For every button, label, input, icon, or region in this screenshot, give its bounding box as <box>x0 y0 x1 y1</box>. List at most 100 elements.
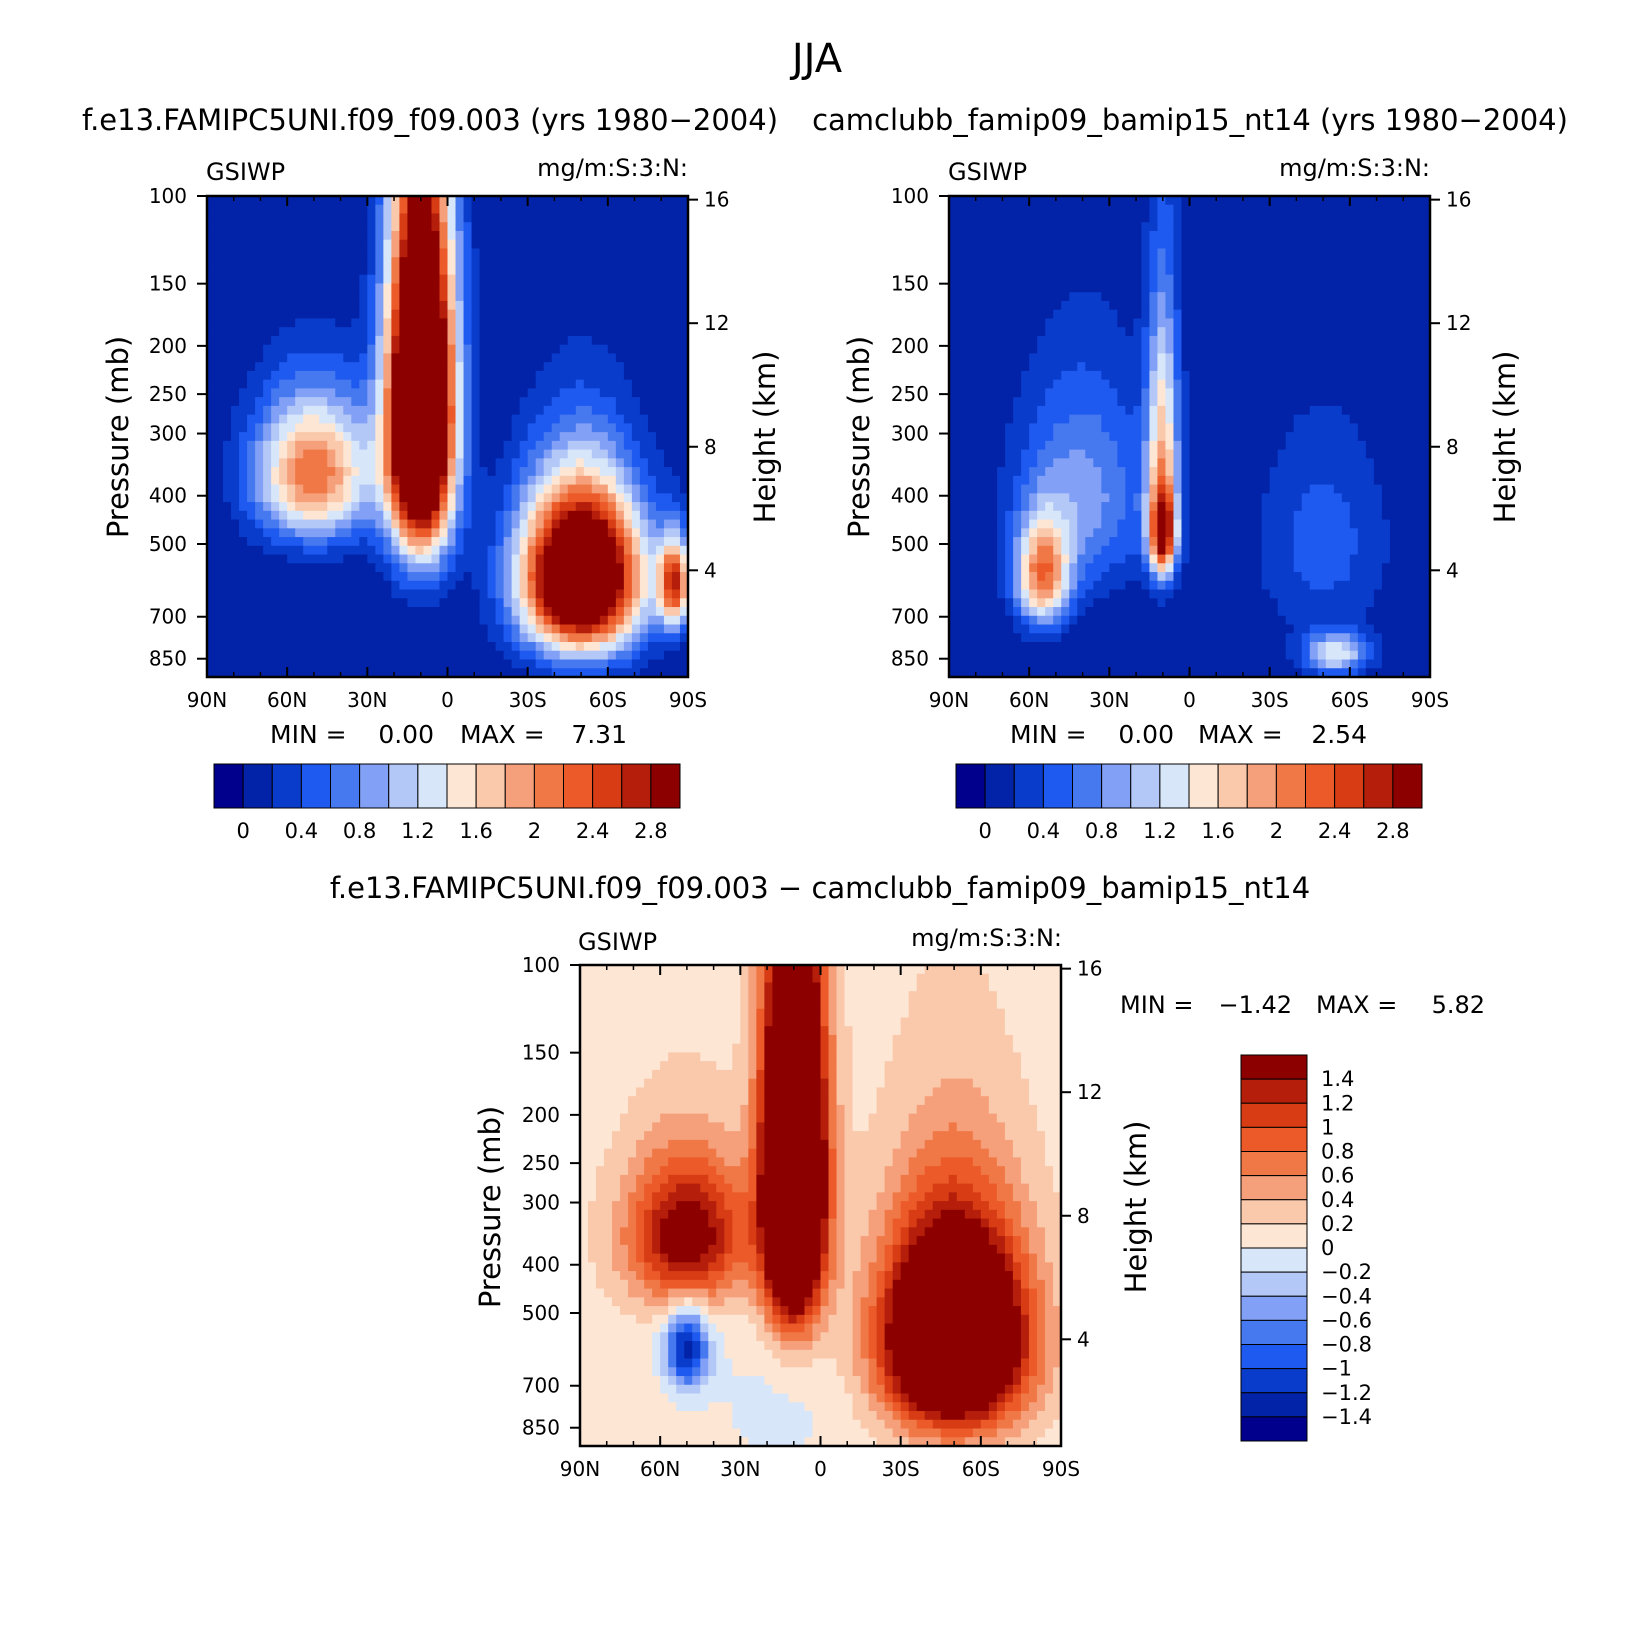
field-cell <box>287 222 296 231</box>
field-cell <box>295 520 304 529</box>
field-cell <box>303 292 312 301</box>
field-cell <box>1085 248 1094 257</box>
field-cell <box>1157 397 1166 406</box>
field-cell <box>287 633 296 642</box>
field-cell <box>512 266 521 275</box>
field-cell <box>415 371 424 380</box>
field-cell <box>1101 362 1110 371</box>
field-cell <box>528 423 537 432</box>
field-cell <box>1037 388 1046 397</box>
field-cell <box>335 310 344 319</box>
field-cell <box>215 248 224 257</box>
field-cell <box>520 563 529 572</box>
field-cell <box>672 485 681 494</box>
field-cell <box>528 371 537 380</box>
field-cell <box>544 301 553 310</box>
field-cell <box>1214 353 1223 362</box>
field-cell <box>640 441 649 450</box>
field-cell <box>303 651 312 660</box>
field-cell <box>247 423 256 432</box>
field-cell <box>1173 415 1182 424</box>
field-cell <box>1173 310 1182 319</box>
field-cell <box>1294 415 1303 424</box>
field-cell <box>496 590 505 599</box>
field-cell <box>335 432 344 441</box>
field-cell <box>560 520 569 529</box>
field-cell <box>1246 301 1255 310</box>
field-cell <box>439 555 448 564</box>
field-cell <box>407 493 416 502</box>
field-cell <box>1358 257 1367 266</box>
field-cell <box>592 275 601 284</box>
field-cell <box>399 651 408 660</box>
field-cell <box>295 563 304 572</box>
field-cell <box>1101 345 1110 354</box>
field-cell <box>584 537 593 546</box>
field-cell <box>367 432 376 441</box>
field-cell <box>1101 371 1110 380</box>
field-cell <box>319 283 328 292</box>
field-cell <box>512 607 521 616</box>
field-cell <box>1053 336 1062 345</box>
field-cell <box>584 292 593 301</box>
field-cell <box>1398 380 1407 389</box>
field-cell <box>1181 283 1190 292</box>
field-cell <box>1013 318 1022 327</box>
field-cell <box>335 493 344 502</box>
field-cell <box>263 301 272 310</box>
field-cell <box>456 572 465 581</box>
field-cell <box>1350 415 1359 424</box>
field-cell <box>1318 310 1327 319</box>
field-cell <box>536 537 545 546</box>
field-cell <box>1117 283 1126 292</box>
field-cell <box>1342 353 1351 362</box>
field-cell <box>303 625 312 634</box>
field-cell <box>1125 397 1134 406</box>
field-cell <box>1206 292 1215 301</box>
field-cell <box>536 345 545 354</box>
field-cell <box>1206 406 1215 415</box>
field-cell <box>512 537 521 546</box>
field-cell <box>359 572 368 581</box>
field-cell <box>415 432 424 441</box>
field-cell <box>520 502 529 511</box>
field-cell <box>1198 310 1207 319</box>
field-cell <box>1045 283 1054 292</box>
field-cell <box>608 213 617 222</box>
field-cell <box>544 380 553 389</box>
field-cell <box>391 467 400 476</box>
field-cell <box>383 642 392 651</box>
field-cell <box>672 380 681 389</box>
field-cell <box>423 598 432 607</box>
field-cell <box>383 318 392 327</box>
field-cell <box>1286 388 1295 397</box>
field-cell <box>656 458 665 467</box>
field-cell <box>664 537 673 546</box>
field-cell <box>1093 362 1102 371</box>
field-cell <box>672 301 681 310</box>
field-cell <box>664 563 673 572</box>
field-cell <box>1125 240 1134 249</box>
field-cell <box>335 467 344 476</box>
field-cell <box>1013 327 1022 336</box>
field-cell <box>616 502 625 511</box>
field-cell <box>1342 406 1351 415</box>
field-cell <box>957 248 966 257</box>
field-cell <box>624 231 633 240</box>
field-cell <box>973 205 982 214</box>
field-cell <box>1085 380 1094 389</box>
field-cell <box>560 318 569 327</box>
field-cell <box>640 581 649 590</box>
field-cell <box>1101 327 1110 336</box>
field-cell <box>1133 266 1142 275</box>
field-cell <box>383 388 392 397</box>
field-cell <box>303 441 312 450</box>
field-cell <box>480 502 489 511</box>
field-cell <box>1382 301 1391 310</box>
field-cell <box>1270 301 1279 310</box>
field-cell <box>552 485 561 494</box>
field-cell <box>383 546 392 555</box>
field-cell <box>1029 248 1038 257</box>
field-cell <box>584 432 593 441</box>
field-cell <box>1005 388 1014 397</box>
